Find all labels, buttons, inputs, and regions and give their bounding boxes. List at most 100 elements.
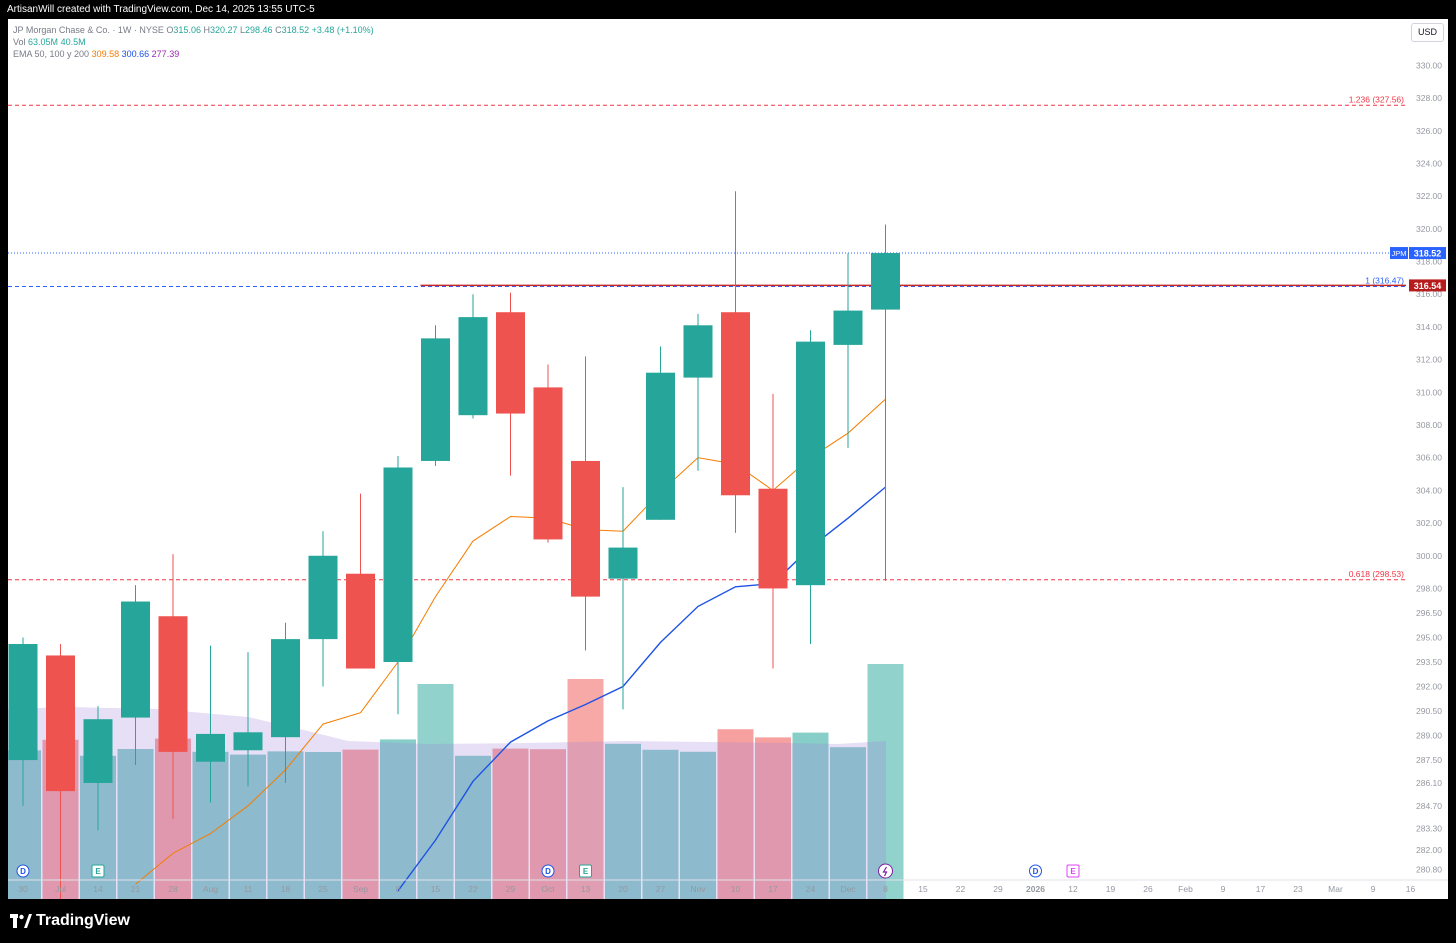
price-tick-label: 280.80: [1416, 865, 1442, 875]
footer-bar: TradingView: [0, 899, 1456, 943]
tradingview-logo[interactable]: TradingView: [10, 911, 130, 931]
time-tick-label: 17: [1256, 884, 1266, 894]
candle-body: [458, 317, 488, 416]
tradingview-logo-icon: [10, 914, 32, 928]
candle-body: [721, 312, 750, 496]
earnings-event-icon: [1066, 864, 1080, 878]
legend-o-label: O: [166, 25, 174, 35]
price-axis-bg: [1408, 19, 1448, 899]
price-tick-label: 312.00: [1416, 355, 1442, 365]
volume-bar: [417, 684, 454, 899]
earnings-event-letter: E: [583, 867, 589, 876]
price-chart[interactable]: 1.236 (327.56) 1 (316.47) 0.618 (298.53) 3…: [8, 19, 1448, 899]
tradingview-brand: TradingView: [36, 912, 130, 929]
legend-ema50: 309.58: [91, 49, 120, 59]
volume-bar: [867, 664, 904, 899]
price-tick-label: 298.00: [1416, 583, 1442, 593]
time-tick-label: 28: [168, 884, 178, 894]
volume-bar: [680, 751, 716, 899]
legend-ohlc-row: JP Morgan Chase & Co. · 1W · NYSE O315.0…: [13, 24, 374, 36]
chart-panel[interactable]: 1.236 (327.56) 1 (316.47) 0.618 (298.53) 3…: [8, 19, 1448, 899]
candle-body: [533, 387, 563, 540]
legend-vol-value: 63.05M: [28, 37, 59, 47]
candle-body: [196, 733, 225, 762]
price-tick-label: 304.00: [1416, 485, 1442, 495]
legend-h-label: H: [203, 25, 210, 35]
time-tick-label: 27: [656, 884, 666, 894]
time-tick-label: 15: [918, 884, 928, 894]
volume-bar: [492, 748, 529, 899]
legend-high: 320.27: [209, 25, 238, 35]
candle-body: [233, 732, 263, 751]
level-lines-layer: 1.236 (327.56) 1 (316.47) 0.618 (298.53): [8, 94, 1406, 581]
volume-bar: [755, 737, 791, 899]
dividend-event-icon: [1029, 864, 1042, 878]
time-tick-label: 9: [1221, 884, 1226, 894]
time-tick-label: 15: [431, 884, 441, 894]
legend-ema-row: EMA 50, 100 y 200 309.58 300.66 277.39: [13, 48, 374, 60]
time-tick-label: 8: [396, 884, 401, 894]
ema-line: [135, 398, 886, 885]
time-tick-label: 18: [281, 884, 291, 894]
currency-button[interactable]: USD: [1411, 23, 1444, 42]
dividend-event-letter: D: [545, 867, 551, 876]
time-tick-label: 2026: [1026, 884, 1045, 894]
earnings-event-letter: E: [95, 867, 101, 876]
price-tick-label: 287.50: [1416, 755, 1442, 765]
candle-body: [46, 655, 75, 792]
price-tick-label: 284.70: [1416, 801, 1442, 811]
volume-bar: [455, 755, 491, 899]
price-tick-label: 314.00: [1416, 322, 1442, 332]
candle-body: [121, 601, 150, 718]
candle-body: [271, 639, 300, 738]
candle-body: [308, 555, 338, 640]
volume-bar: [830, 747, 866, 899]
time-tick-label: 8: [883, 884, 888, 894]
time-tick-label: 30: [18, 884, 28, 894]
legend-ema-label: EMA 50, 100 y 200: [13, 49, 90, 59]
resistance-tag-bg: [1409, 279, 1446, 292]
price-tick-label: 295.00: [1416, 632, 1442, 642]
price-tick-label: 302.00: [1416, 518, 1442, 528]
time-tick-label: 17: [768, 884, 778, 894]
time-tick-label: Jul: [55, 884, 66, 894]
time-tick-label: Nov: [690, 884, 706, 894]
chart-legend: JP Morgan Chase & Co. · 1W · NYSE O315.0…: [13, 24, 374, 60]
resistance-tag-label: 316.54: [1414, 281, 1442, 291]
price-tick-label: 286.10: [1416, 778, 1442, 788]
time-tick-label: Oct: [541, 884, 555, 894]
volume-bar: [717, 729, 754, 899]
time-tick-label: 29: [993, 884, 1003, 894]
dividend-event-letter: D: [1033, 867, 1039, 876]
dividend-event-letter: D: [20, 867, 26, 876]
price-tick-label: 308.00: [1416, 420, 1442, 430]
volume-bar: [342, 749, 379, 899]
time-tick-label: 9: [1371, 884, 1376, 894]
time-tick-label: Feb: [1178, 884, 1193, 894]
fib-level-label: 1 (316.47): [1365, 276, 1404, 286]
price-tick-label: 310.00: [1416, 387, 1442, 397]
candle-body: [646, 372, 675, 520]
dividend-event-icon: [541, 864, 555, 878]
legend-ema100: 300.66: [121, 49, 150, 59]
candle-body: [571, 460, 600, 597]
volume-bar: [642, 749, 679, 899]
time-tick-label: Aug: [203, 884, 218, 894]
time-tick-label: 29: [506, 884, 516, 894]
volume-bar: [305, 752, 341, 899]
current-price-tag-label: 318.52: [1414, 249, 1442, 259]
legend-symbol: JP Morgan Chase & Co. · 1W · NYSE: [13, 25, 164, 35]
dividend-event-icon: [16, 864, 30, 878]
candles-layer: [8, 191, 900, 899]
attribution-bar: ArtisanWill created with TradingView.com…: [0, 0, 1456, 19]
price-tick-label: 318.00: [1416, 257, 1442, 267]
time-tick-label: 22: [956, 884, 966, 894]
time-tick-label: 23: [1293, 884, 1303, 894]
legend-open: 315.06: [173, 25, 201, 35]
time-tick-label: 14: [93, 884, 103, 894]
price-tick-label: 306.00: [1416, 453, 1442, 463]
candle-body: [796, 341, 825, 586]
candle-body: [758, 488, 788, 589]
legend-volume-row: Vol 63.05M 40.5M: [13, 36, 374, 48]
